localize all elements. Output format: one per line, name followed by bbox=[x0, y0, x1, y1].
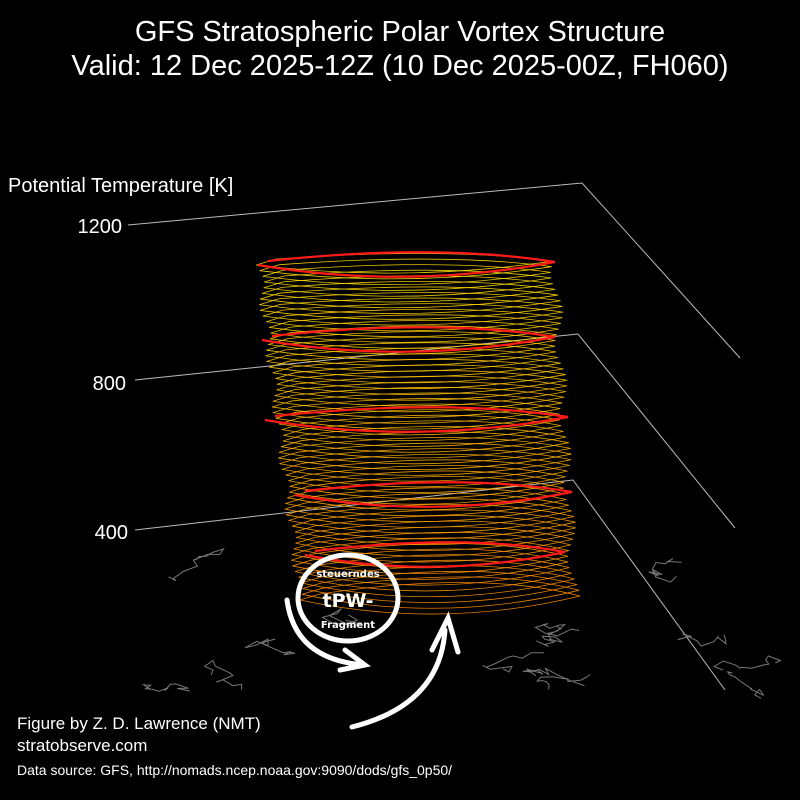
coastline bbox=[534, 623, 580, 637]
coastline bbox=[726, 671, 765, 699]
isosurface-layer bbox=[261, 280, 556, 303]
isosurface-layer bbox=[259, 286, 559, 309]
isosurface-layer bbox=[301, 565, 575, 598]
coastline bbox=[713, 655, 782, 671]
chart-title: GFS Stratospheric Polar Vortex Structure bbox=[134, 16, 666, 48]
isosurface-layer bbox=[276, 370, 568, 395]
red-contour bbox=[264, 406, 569, 433]
tick-800: 800 bbox=[92, 373, 126, 395]
annotation-middle: tPW- bbox=[322, 590, 374, 612]
annotation-marks bbox=[284, 552, 461, 730]
tick-1200: 1200 bbox=[77, 216, 123, 238]
isosurface-layer bbox=[259, 297, 563, 320]
isosurface-layer bbox=[296, 520, 575, 551]
isosurface-layer bbox=[280, 431, 569, 459]
isosurface-layer bbox=[266, 347, 559, 372]
isosurface-layer bbox=[259, 258, 552, 280]
annotation-bottom: Fragment bbox=[320, 620, 376, 631]
tick-400: 400 bbox=[94, 522, 128, 544]
axis-grid-800 bbox=[134, 333, 736, 529]
isosurface-layer bbox=[278, 442, 572, 470]
isosurface-layer bbox=[292, 548, 569, 580]
axis-grid-400 bbox=[134, 479, 726, 691]
data-source: Data source: GFS, http://nomads.ncep.noa… bbox=[17, 762, 453, 778]
red-contour bbox=[257, 251, 556, 278]
isosurface-layer bbox=[289, 476, 564, 505]
isosurface-layer bbox=[281, 453, 570, 482]
isosurface-layer bbox=[289, 470, 565, 499]
isosurface-layer bbox=[272, 386, 565, 413]
isosurface-layer bbox=[293, 531, 571, 563]
isosurface-layer bbox=[262, 264, 551, 286]
isosurface-layer bbox=[285, 459, 568, 488]
annotation-top: steuerndes bbox=[316, 569, 380, 580]
isosurface-layer bbox=[285, 487, 567, 517]
isosurface-layer bbox=[259, 292, 561, 314]
isosurface-layer bbox=[272, 359, 564, 384]
isosurface-layer bbox=[268, 331, 556, 355]
red-contour bbox=[294, 481, 573, 508]
isosurface-layer bbox=[285, 498, 572, 528]
coastline bbox=[482, 652, 544, 673]
isosurface-layer bbox=[268, 314, 561, 338]
axis-grid-1200 bbox=[127, 182, 741, 359]
red-contour bbox=[261, 326, 556, 353]
isosurface-layer bbox=[271, 392, 563, 418]
coastline bbox=[536, 626, 563, 648]
isosurface-layer bbox=[282, 425, 567, 453]
coastline bbox=[522, 667, 585, 687]
isosurface-layer bbox=[274, 381, 567, 407]
curved-arrow-up bbox=[349, 611, 461, 730]
coastline bbox=[535, 674, 591, 690]
isosurface-layer bbox=[265, 342, 557, 366]
coastlines bbox=[141, 547, 782, 699]
chart-subtitle: Valid: 12 Dec 2025-12Z (10 Dec 2025-00Z,… bbox=[71, 50, 729, 82]
coastline bbox=[168, 547, 225, 582]
coastline bbox=[244, 638, 296, 656]
isosurface-layer bbox=[275, 364, 566, 390]
isosurface-layer bbox=[269, 353, 561, 378]
isosurface-layer bbox=[284, 492, 569, 522]
isosurface-layer bbox=[288, 464, 566, 494]
vortex-isosurface bbox=[256, 253, 581, 615]
isosurface-layer bbox=[291, 509, 576, 540]
coastline bbox=[321, 608, 362, 628]
coastline bbox=[648, 558, 682, 583]
coastline bbox=[677, 633, 727, 647]
isosurface-layer bbox=[278, 437, 571, 465]
isosurface-layer bbox=[279, 448, 572, 476]
z-axis-label: Potential Temperature [K] bbox=[8, 175, 234, 197]
isosurface-layer bbox=[266, 336, 556, 361]
annotation-circle bbox=[295, 552, 401, 644]
isosurface-layer bbox=[262, 303, 564, 326]
curved-arrow-left bbox=[284, 597, 371, 673]
coastline bbox=[141, 683, 191, 692]
author-credit: Figure by Z. D. Lawrence (NMT) bbox=[17, 714, 261, 733]
isosurface-layer bbox=[295, 526, 574, 557]
site-credit: stratobserve.com bbox=[17, 736, 148, 755]
isosurface-layer bbox=[298, 559, 572, 592]
coastline bbox=[203, 659, 243, 690]
isosurface-layer bbox=[276, 375, 568, 401]
isosurface-layer bbox=[270, 319, 559, 343]
isosurface-layer bbox=[264, 269, 552, 291]
isosurface-layer bbox=[294, 554, 570, 586]
isosurface-layer bbox=[283, 420, 564, 447]
isosurface-layer bbox=[290, 543, 569, 575]
